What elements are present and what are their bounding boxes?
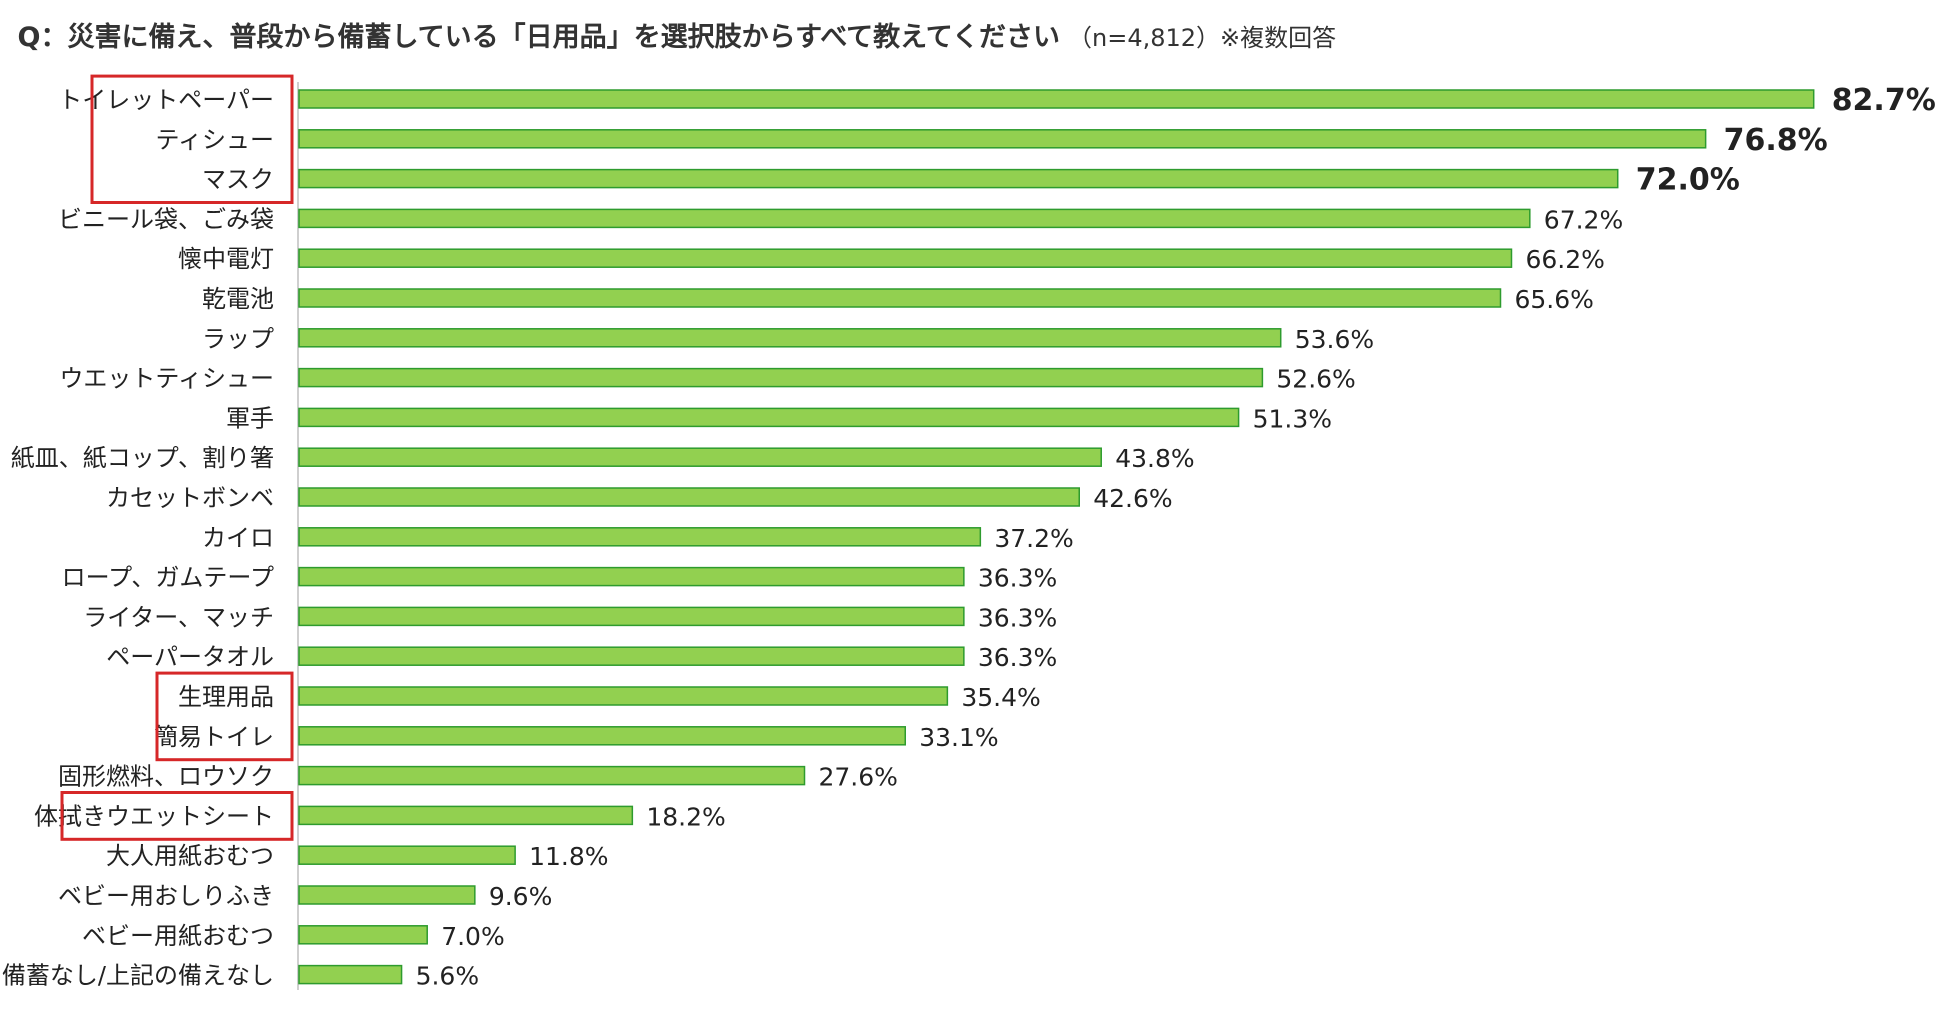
category-label-3: マスク [202, 166, 274, 194]
bar-17 [298, 726, 906, 746]
bar-1 [298, 89, 1815, 109]
value-label-3: 72.0% [1636, 163, 1740, 198]
category-label-17: 簡易トイレ [154, 723, 274, 751]
value-label-16: 35.4% [961, 683, 1040, 712]
bar-19 [298, 805, 634, 826]
value-labels-group: 82.7%76.8% 72.0% 67.2% 66.2% 65.6% 53.6% 52.6%… [416, 83, 1936, 991]
highlight-boxes-group [60, 74, 294, 841]
category-label-4: ビニール袋、ごみ袋 [58, 205, 274, 233]
category-label-15: ペーパータオル [106, 643, 274, 671]
category-label-13: ロープ、ガムテープ [62, 564, 274, 592]
bar-8 [298, 367, 1264, 388]
highlight-box-3 [60, 791, 294, 841]
value-label-22: 7.0% [441, 922, 505, 951]
category-label-23: 備蓄なし/上記の備えなし [2, 962, 274, 990]
value-label-18: 27.6% [819, 763, 898, 792]
bar-3 [298, 168, 1619, 189]
value-label-10: 43.8% [1115, 444, 1194, 473]
chart-title: Q：災害に備え、普段から備蓄している「日用品」を選択肢からすべて教えてください [18, 21, 1060, 53]
category-label-20: 大人用紙おむつ [106, 842, 274, 870]
bar-5 [298, 248, 1513, 268]
category-label-12: カイロ [202, 524, 274, 552]
bar-10 [298, 447, 1102, 467]
category-labels-group: トイレットペーパーティシューマスクビニール袋、ごみ袋懐中電灯乾電池ラップウエット… [2, 86, 274, 990]
category-label-2: ティシュー [155, 126, 274, 154]
category-label-14: ライター、マッチ [83, 603, 274, 631]
value-label-11: 42.6% [1093, 484, 1172, 513]
value-label-15: 36.3% [978, 643, 1057, 672]
value-label-5: 66.2% [1525, 245, 1604, 274]
value-label-12: 37.2% [994, 524, 1073, 553]
value-label-4: 67.2% [1544, 205, 1623, 234]
category-label-8: ウエットティシュー [59, 365, 274, 393]
chart-subtitle: （n=4,812）※複数回答 [1068, 24, 1336, 52]
bar-20 [298, 845, 516, 865]
bar-18 [298, 765, 806, 786]
bar-4 [298, 208, 1531, 229]
value-label-17: 33.1% [919, 723, 998, 752]
bars-group [298, 89, 1815, 985]
category-label-16: 生理用品 [178, 683, 274, 711]
highlight-box-1 [90, 74, 294, 204]
value-label-9: 51.3% [1253, 404, 1332, 433]
category-label-11: カセットボンベ [106, 484, 274, 512]
value-label-7: 53.6% [1295, 325, 1374, 354]
value-label-20: 11.8% [529, 842, 608, 871]
value-label-13: 36.3% [978, 564, 1057, 593]
bar-11 [298, 487, 1080, 507]
bar-23 [298, 964, 403, 985]
category-label-18: 固形燃料、ロウソク [58, 763, 274, 791]
category-label-7: ラップ [202, 325, 274, 353]
category-label-21: ベビー用おしりふき [58, 882, 274, 910]
value-label-2: 76.8% [1724, 123, 1828, 158]
bar-13 [298, 566, 965, 587]
category-label-5: 懐中電灯 [178, 245, 274, 273]
category-label-6: 乾電池 [202, 285, 274, 313]
category-label-10: 紙皿、紙コップ、割り箸 [11, 444, 274, 472]
value-label-8: 52.6% [1276, 365, 1355, 394]
value-label-14: 36.3% [978, 603, 1057, 632]
bar-2 [298, 129, 1707, 149]
bar-14 [298, 606, 965, 627]
value-label-19: 18.2% [646, 802, 725, 831]
category-label-9: 軍手 [226, 404, 274, 432]
value-label-23: 5.6% [416, 962, 480, 991]
value-label-1: 82.7% [1832, 83, 1936, 118]
bar-12 [298, 527, 982, 547]
highlight-box-2 [155, 671, 294, 762]
value-label-6: 65.6% [1515, 285, 1594, 314]
bar-6 [298, 288, 1502, 308]
bar-7 [298, 328, 1282, 348]
bar-16 [298, 686, 949, 706]
category-label-1: トイレットペーパー [58, 86, 274, 114]
bar-22 [298, 925, 428, 945]
category-label-22: ベビー用紙おむつ [82, 922, 274, 950]
bar-15 [298, 646, 965, 666]
bar-9 [298, 407, 1240, 428]
value-label-21: 9.6% [489, 882, 553, 911]
bar-21 [298, 885, 476, 905]
category-label-19: 体拭きウエットシート [34, 802, 274, 830]
